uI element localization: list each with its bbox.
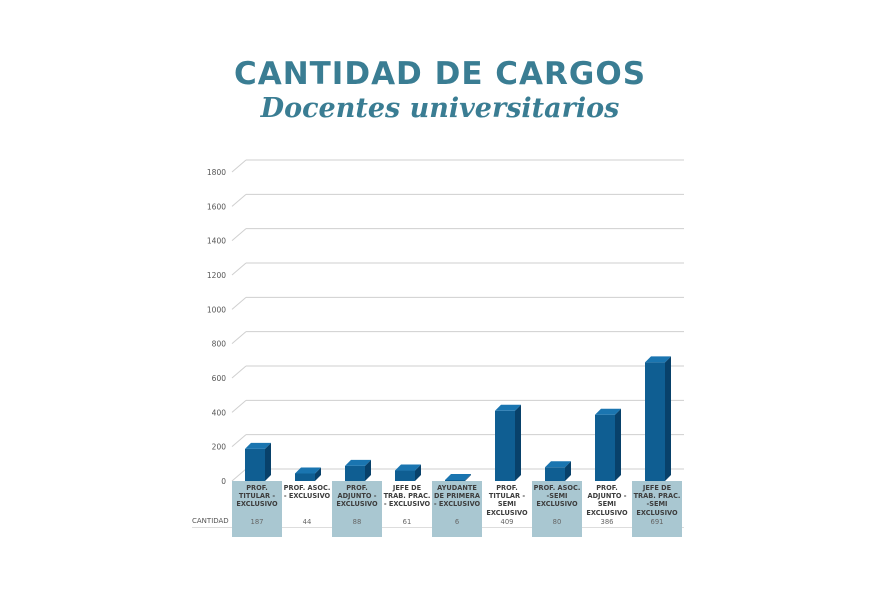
bar xyxy=(545,461,571,481)
data-label: 409 xyxy=(500,518,514,526)
data-label: 44 xyxy=(302,518,312,526)
data-label: 691 xyxy=(650,518,664,526)
bar-top xyxy=(395,464,421,471)
gridline-side xyxy=(231,399,247,413)
gridline-side xyxy=(231,365,247,379)
y-tick-label: 200 xyxy=(212,443,227,452)
bar-top xyxy=(545,461,571,468)
bar-side xyxy=(515,404,521,481)
bar-front xyxy=(595,414,615,481)
y-tick-label: 0 xyxy=(221,477,226,486)
bar-side xyxy=(365,459,371,481)
gridline-side xyxy=(231,296,247,310)
bar xyxy=(295,467,321,481)
y-tick-label: 800 xyxy=(212,340,227,349)
bar-top xyxy=(245,442,271,449)
gridline-side xyxy=(231,262,247,276)
gridline-side xyxy=(231,434,247,448)
bar xyxy=(345,459,371,481)
x-category-label: PROF. TITULAR - SEMI EXCLUSIVO xyxy=(486,484,528,517)
bar-front xyxy=(245,448,265,481)
bar-front xyxy=(495,410,515,481)
table-column: PROF. ASOC. - EXCLUSIVO 44 xyxy=(282,481,332,537)
x-category-label: JEFE DE TRAB. PRAC. - EXCLUSIVO xyxy=(383,484,431,509)
bar-side xyxy=(315,467,321,481)
bar-top xyxy=(595,408,621,415)
bar-top xyxy=(445,473,471,480)
bar xyxy=(245,442,271,481)
bar-front xyxy=(645,362,665,481)
bar-side xyxy=(615,408,621,481)
x-category-label: PROF. ASOC. -SEMI EXCLUSIVO xyxy=(533,484,581,509)
bar-top xyxy=(645,356,671,363)
bar-side xyxy=(665,356,671,481)
y-tick-label: 1000 xyxy=(207,305,226,314)
table-column: PROF. TITULAR - SEMI EXCLUSIVO 409 xyxy=(482,481,532,537)
bar xyxy=(495,404,521,481)
chart-title: CANTIDAD DE CARGOS xyxy=(233,56,647,92)
gridline-side xyxy=(231,228,247,242)
x-category-label: AYUDANTE DE PRIMERA - EXCLUSIVO xyxy=(433,484,481,509)
bar xyxy=(445,473,471,481)
data-table: CANTIDAD PROF. TITULAR - EXCLUSIVO 187 PRO… xyxy=(192,481,684,537)
table-column: PROF. ADJUNTO - EXCLUSIVO 88 xyxy=(332,481,382,537)
table-column: PROF. ADJUNTO - SEMI EXCLUSIVO 386 xyxy=(582,481,632,537)
gridline-side xyxy=(231,468,247,482)
gridline-side xyxy=(231,193,247,207)
bar-front xyxy=(545,467,565,481)
y-tick-label: 1800 xyxy=(207,168,226,177)
bar xyxy=(595,408,621,481)
y-tick-label: 600 xyxy=(212,374,227,383)
data-label: 88 xyxy=(352,518,362,526)
bar xyxy=(645,356,671,481)
bar-front xyxy=(295,473,315,481)
table-row-label: CANTIDAD xyxy=(192,517,229,525)
bar-front xyxy=(345,465,365,481)
y-tick-label: 1600 xyxy=(207,202,226,211)
data-label: 80 xyxy=(552,518,562,526)
bar-side xyxy=(265,442,271,481)
bar-top xyxy=(345,459,371,466)
data-label: 187 xyxy=(250,518,264,526)
bar-top xyxy=(295,467,321,474)
x-category-label: PROF. TITULAR - EXCLUSIVO xyxy=(236,484,278,509)
data-label: 386 xyxy=(600,518,614,526)
bar-front xyxy=(445,479,465,481)
bar-front xyxy=(395,470,415,481)
bar-side xyxy=(465,473,471,481)
table-column: JEFE DE TRAB. PRAC. - EXCLUSIVO 61 xyxy=(382,481,432,537)
table-column: AYUDANTE DE PRIMERA - EXCLUSIVO 6 xyxy=(432,481,482,537)
gridline-side xyxy=(231,159,247,173)
y-tick-label: 1200 xyxy=(207,271,226,280)
y-tick-label: 1400 xyxy=(207,237,226,246)
chart-subtitle: Docentes universitarios xyxy=(260,93,620,124)
x-category-label: PROF. ASOC. - EXCLUSIVO xyxy=(283,484,331,501)
data-label: 6 xyxy=(454,518,460,526)
x-category-label: JEFE DE TRAB. PRAC. -SEMI EXCLUSIVO xyxy=(633,484,681,517)
bar-side xyxy=(565,461,571,481)
table-column: JEFE DE TRAB. PRAC. -SEMI EXCLUSIVO 691 xyxy=(632,481,682,537)
bar-top xyxy=(495,404,521,411)
x-category-label: PROF. ADJUNTO - SEMI EXCLUSIVO xyxy=(586,484,628,517)
bar-side xyxy=(415,464,421,481)
table-column: PROF. TITULAR - EXCLUSIVO 187 xyxy=(232,481,282,537)
data-label: 61 xyxy=(402,518,412,526)
gridline-side xyxy=(231,331,247,345)
y-tick-label: 400 xyxy=(212,408,227,417)
bar xyxy=(395,464,421,481)
x-category-label: PROF. ADJUNTO - EXCLUSIVO xyxy=(336,484,378,509)
table-column: PROF. ASOC. -SEMI EXCLUSIVO 80 xyxy=(532,481,582,537)
